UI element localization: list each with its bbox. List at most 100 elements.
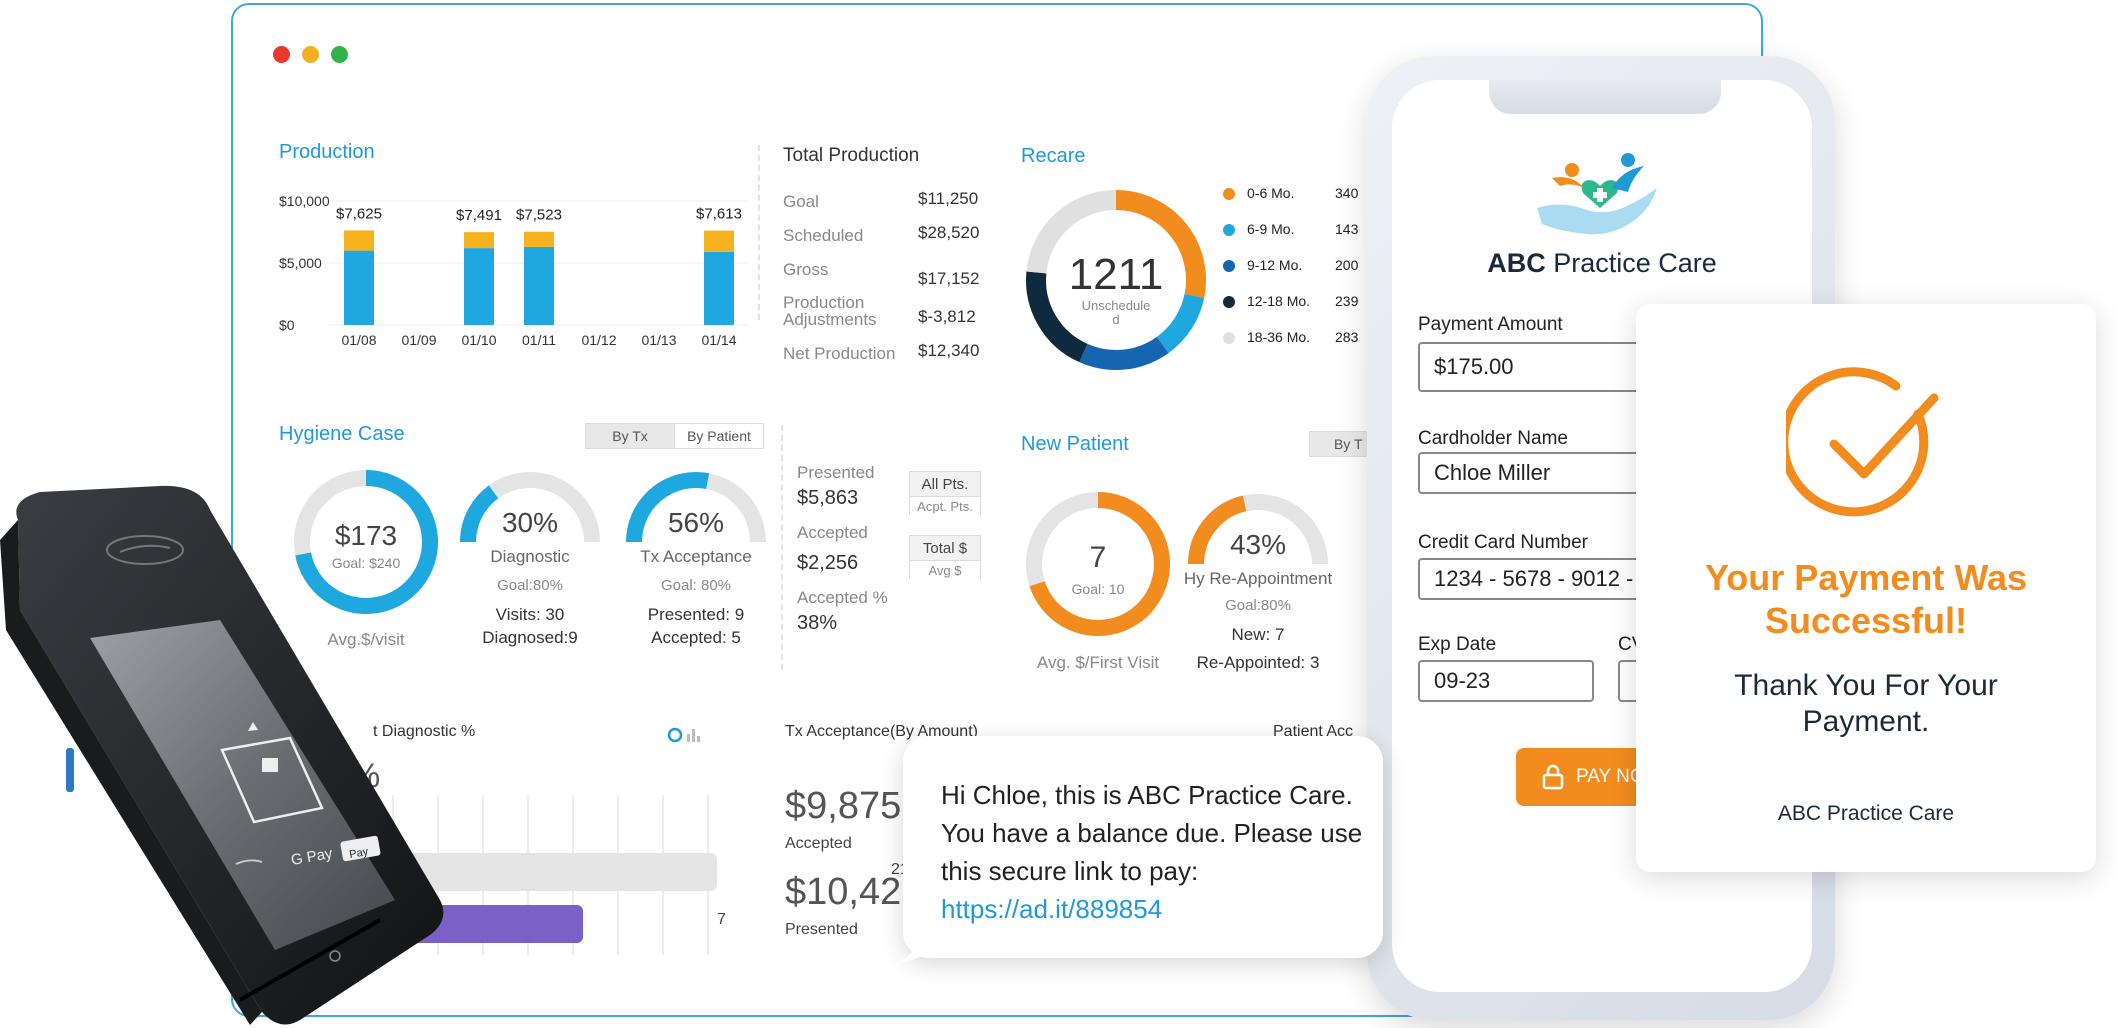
success-subtitle: Thank You For Your Payment. (1734, 669, 1998, 738)
first-visit-fill[interactable] (1029, 492, 1170, 636)
y-tick-label: $10,000 (279, 193, 330, 209)
nfc-logo-icon (119, 544, 171, 553)
hand-heart-logo-icon (1537, 153, 1657, 235)
total-production-row-value: $12,340 (918, 341, 980, 360)
legend-swatch (1223, 296, 1235, 308)
x-tick-label: 01/13 (641, 332, 676, 348)
production-bar-segment[interactable] (464, 232, 494, 249)
first-visit-goal: Goal: 10 (1071, 581, 1125, 597)
production-bar[interactable] (524, 246, 554, 325)
sms-message-bubble: Hi Chloe, this is ABC Practice Care. You… (895, 736, 1383, 964)
recare-slice[interactable] (1115, 190, 1206, 299)
lock-icon (1542, 764, 1564, 790)
success-practice-name: ABC Practice Care (1777, 802, 1955, 825)
recare-slice[interactable] (1079, 336, 1169, 370)
recare-slice[interactable] (1026, 190, 1117, 274)
avg-visit-value: $173 (334, 520, 398, 551)
total-production-row-label: Scheduled (783, 226, 864, 245)
chart-toggle-icons[interactable] (667, 725, 707, 745)
patient-acceptance-title: Patient Acc (1273, 723, 1354, 740)
diagnostic-bar-21 (383, 853, 717, 891)
reappointment-label: Hy Re-Appointment (1183, 569, 1333, 588)
minimize-window-dot[interactable] (302, 46, 319, 63)
recare-legend-item: 9-12 Mo. 200 (1223, 257, 1383, 277)
legend-swatch (1223, 188, 1235, 200)
production-bar-segment[interactable] (704, 230, 734, 252)
side-button (66, 748, 74, 792)
recare-title: Recare (1021, 145, 1086, 167)
diagnostic-grid (383, 795, 717, 955)
x-tick-label: 01/09 (401, 332, 436, 348)
bar-value-label: $7,613 (696, 206, 742, 223)
avg-visit-fill[interactable] (295, 470, 438, 614)
avg-visit-goal: Goal: $240 (331, 555, 401, 571)
reappointment-value: 43% (1229, 529, 1287, 560)
apple-pay-label: Pay (348, 846, 369, 861)
legend-label: 18-36 Mo. (1247, 329, 1311, 345)
sms-text: Hi Chloe, this is ABC Practice Care. You… (941, 776, 1381, 928)
payment-link[interactable]: https://ad.it/889854 (941, 894, 1163, 924)
recare-slice[interactable] (1026, 271, 1088, 363)
total-production-row-label: Goal (783, 192, 819, 211)
production-title: Production (279, 141, 375, 163)
bubble-tail (895, 924, 945, 964)
tab-by-tx[interactable]: By Tx (585, 423, 675, 449)
tx-acceptance-fill[interactable] (626, 472, 710, 543)
cardholder-name-label: Cardholder Name (1418, 428, 1568, 449)
recare-legend-item: 0-6 Mo. 340 (1223, 185, 1383, 205)
legend-label: 6-9 Mo. (1247, 221, 1295, 237)
amount-toggle[interactable]: Total $ Avg $ (909, 535, 981, 579)
exp-date-input[interactable]: 09-23 (1418, 660, 1594, 702)
x-tick-label: 01/14 (701, 332, 736, 348)
accepted-amount: $9,875 (785, 785, 902, 827)
avg-visit-caption: Avg.$/visit (327, 630, 405, 649)
reappointment-fill[interactable] (1188, 495, 1247, 565)
tab-by-patient[interactable]: By Patient (674, 423, 764, 449)
total-amount-option[interactable]: Total $ (922, 540, 968, 557)
x-tick-label: 01/08 (341, 332, 376, 348)
reappointment-count: Re-Appointed: 3 (1196, 653, 1320, 672)
accepted-amount-label: Accepted (785, 835, 852, 852)
legend-swatch (1223, 224, 1235, 236)
patients-toggle[interactable]: All Pts. Acpt. Pts. (909, 471, 981, 515)
total-production-row-label: Adjustments (783, 310, 877, 329)
production-bar-segment[interactable] (344, 230, 374, 251)
terminal-led (329, 950, 341, 962)
recare-slice[interactable] (1156, 293, 1205, 354)
hygiene-case-title: Hygiene Case (279, 423, 405, 445)
new-patient-title: New Patient (1021, 433, 1129, 455)
production-bar[interactable] (344, 250, 374, 325)
production-bar-chart: $10,000 $5,000 $0 01/08 $7,625 01/09 01/10 $7,4… (279, 193, 749, 348)
bar-value-label: $7,491 (456, 207, 502, 224)
tap-card-icon (220, 736, 324, 824)
recare-legend-item: 6-9 Mo. 143 (1223, 221, 1383, 241)
total-production-row-value: $17,152 (918, 269, 980, 288)
production-bar[interactable] (464, 248, 494, 325)
diagnostic-visits: Visits: 30 (495, 605, 565, 624)
card-terminal-device: G Pay Pay (0, 485, 444, 1025)
accepted-label: Accepted (797, 523, 868, 542)
diagnostic-goal: Goal:80% (497, 577, 563, 594)
diagnostic-gauge (460, 472, 600, 543)
donut-view-icon (667, 727, 683, 743)
close-window-dot[interactable] (273, 46, 290, 63)
first-visit-value: 7 (1089, 541, 1107, 574)
success-title: Your Payment Was Successful! (1704, 557, 2028, 641)
production-bar[interactable] (704, 251, 734, 325)
diagnostic-percent-title: t Diagnostic % (373, 723, 476, 740)
accepted-percent-label: Accepted % (797, 588, 888, 607)
terminal-screen (90, 620, 395, 950)
average-amount-option[interactable]: Avg $ (910, 560, 980, 579)
tx-acceptance-gauge (626, 472, 766, 543)
diagnostic-fill[interactable] (460, 485, 499, 543)
all-patients-option[interactable]: All Pts. (921, 476, 969, 493)
total-production-row-value: $28,520 (918, 223, 980, 242)
y-tick-label: $0 (279, 317, 295, 333)
bar-value-7: 7 (717, 911, 726, 928)
first-visit-caption: Avg. $/First Visit (1036, 653, 1160, 672)
accepted-patients-option[interactable]: Acpt. Pts. (910, 496, 980, 515)
production-bar-segment[interactable] (524, 231, 554, 247)
maximize-window-dot[interactable] (331, 46, 348, 63)
bar-value-label: $7,523 (516, 207, 562, 224)
pay-now-label: PAY NO (1576, 766, 1645, 787)
